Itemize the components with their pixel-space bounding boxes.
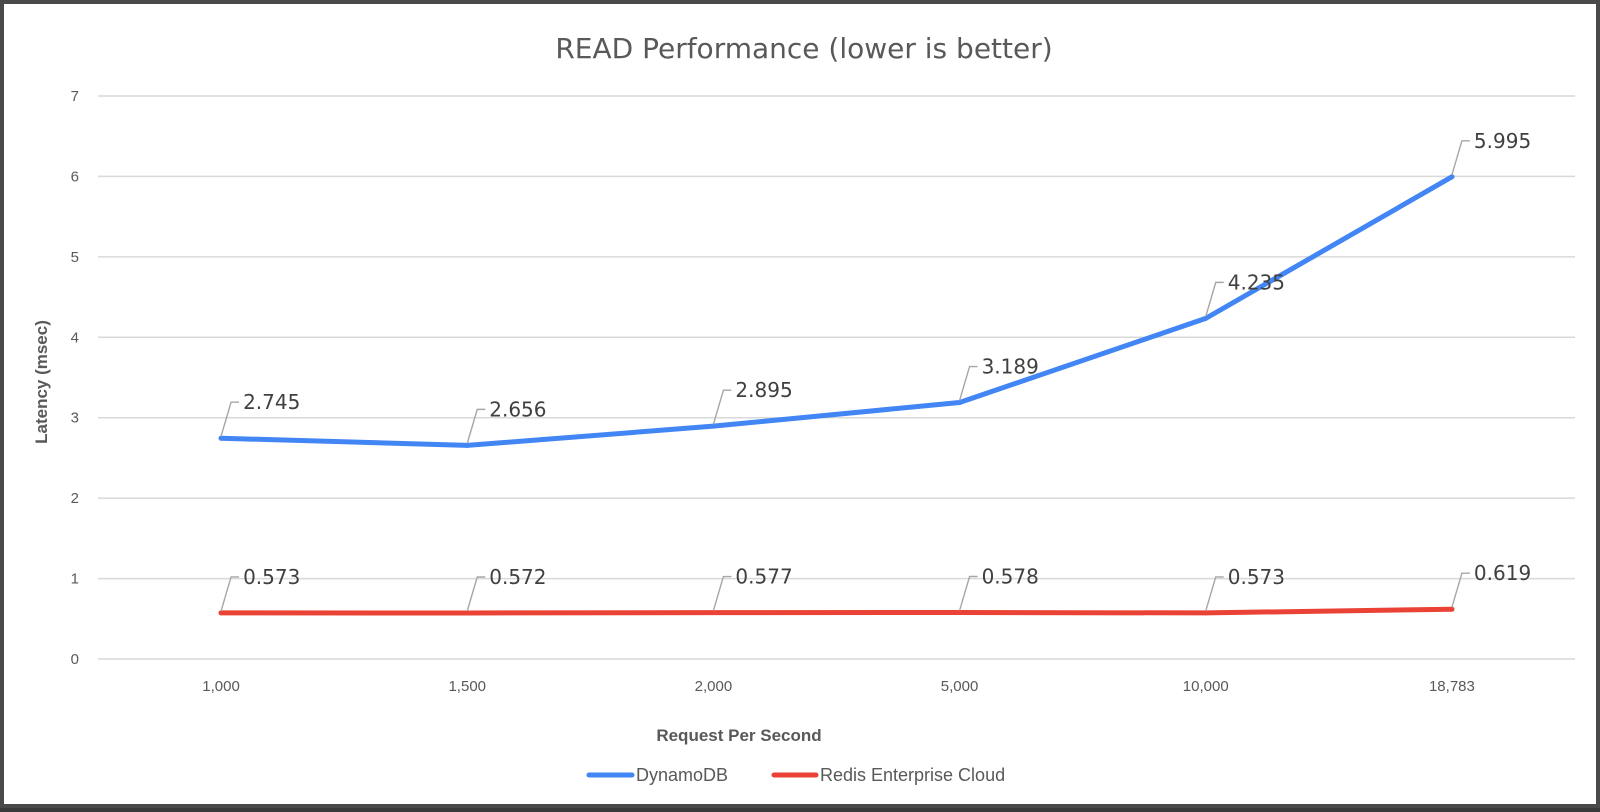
data-point bbox=[1203, 610, 1209, 616]
y-tick-label: 2 bbox=[71, 490, 79, 507]
label-leader-line bbox=[958, 365, 978, 401]
series-layer bbox=[218, 174, 1455, 616]
data-point bbox=[218, 610, 224, 616]
data-label: 0.572 bbox=[489, 565, 546, 589]
data-point bbox=[1203, 315, 1209, 321]
x-axis-title: Request Per Second bbox=[656, 726, 821, 745]
y-tick-label: 0 bbox=[71, 651, 79, 668]
label-leader-line bbox=[220, 401, 240, 437]
chart-title: READ Performance (lower is better) bbox=[555, 32, 1052, 65]
label-leader-line bbox=[220, 576, 240, 612]
data-labels: 2.745 2.656 2.895 3.189 4.235 5.995 0.573 0.572… bbox=[220, 129, 1531, 612]
y-tick-label: 6 bbox=[71, 168, 79, 185]
label-leader-line bbox=[466, 408, 486, 444]
data-label: 0.578 bbox=[982, 565, 1039, 589]
data-point bbox=[464, 610, 470, 616]
x-tick-label: 10,000 bbox=[1183, 678, 1229, 695]
x-tick-label: 18,783 bbox=[1429, 678, 1475, 695]
data-label: 4.235 bbox=[1228, 270, 1285, 294]
label-leader-line bbox=[958, 575, 978, 611]
data-point bbox=[464, 442, 470, 448]
label-leader-line bbox=[1451, 140, 1470, 176]
data-point bbox=[1449, 606, 1455, 612]
label-leader-line bbox=[1451, 572, 1470, 608]
label-leader-line bbox=[712, 575, 732, 611]
x-tick-label: 1,000 bbox=[202, 678, 240, 695]
data-label: 0.619 bbox=[1474, 561, 1531, 585]
data-label: 5.995 bbox=[1474, 129, 1531, 153]
y-axis-title: Latency (msec) bbox=[32, 320, 51, 444]
label-leader-line bbox=[466, 576, 486, 612]
y-tick-label: 5 bbox=[71, 249, 79, 266]
x-axis-ticks: 1,000 1,500 2,000 5,000 10,000 18,783 bbox=[202, 678, 1475, 695]
label-leader-line bbox=[1205, 576, 1224, 612]
x-tick-label: 1,500 bbox=[448, 678, 486, 695]
gridlines bbox=[98, 95, 1575, 660]
data-label: 2.895 bbox=[735, 378, 792, 402]
series-line-redis bbox=[218, 606, 1455, 616]
data-label: 3.189 bbox=[982, 355, 1039, 379]
data-label: 0.573 bbox=[243, 565, 300, 589]
y-tick-label: 1 bbox=[71, 571, 79, 588]
y-tick-label: 7 bbox=[71, 88, 79, 105]
data-point bbox=[957, 610, 963, 616]
data-label: 0.577 bbox=[735, 565, 792, 589]
data-point bbox=[957, 400, 963, 406]
data-label: 2.656 bbox=[489, 397, 546, 421]
label-leader-line bbox=[712, 389, 732, 425]
data-point bbox=[218, 435, 224, 441]
label-leader-line bbox=[1205, 281, 1224, 317]
x-tick-label: 2,000 bbox=[695, 678, 733, 695]
y-axis-ticks: 0 1 2 3 4 5 6 7 bbox=[71, 88, 79, 668]
latency-line-chart: READ Performance (lower is better) 0 1 2 3 4… bbox=[32, 32, 1575, 785]
legend: DynamoDB Redis Enterprise Cloud bbox=[586, 765, 1005, 785]
data-point bbox=[1449, 174, 1455, 180]
data-point bbox=[710, 423, 716, 429]
data-point bbox=[710, 610, 716, 616]
x-tick-label: 5,000 bbox=[941, 678, 979, 695]
data-label: 0.573 bbox=[1228, 565, 1285, 589]
legend-label-dynamodb: DynamoDB bbox=[636, 765, 728, 785]
y-tick-label: 3 bbox=[71, 410, 79, 427]
y-tick-label: 4 bbox=[71, 329, 79, 346]
series-line-dynamodb bbox=[218, 174, 1455, 448]
legend-label-redis: Redis Enterprise Cloud bbox=[820, 765, 1005, 785]
data-label: 2.745 bbox=[243, 390, 300, 414]
